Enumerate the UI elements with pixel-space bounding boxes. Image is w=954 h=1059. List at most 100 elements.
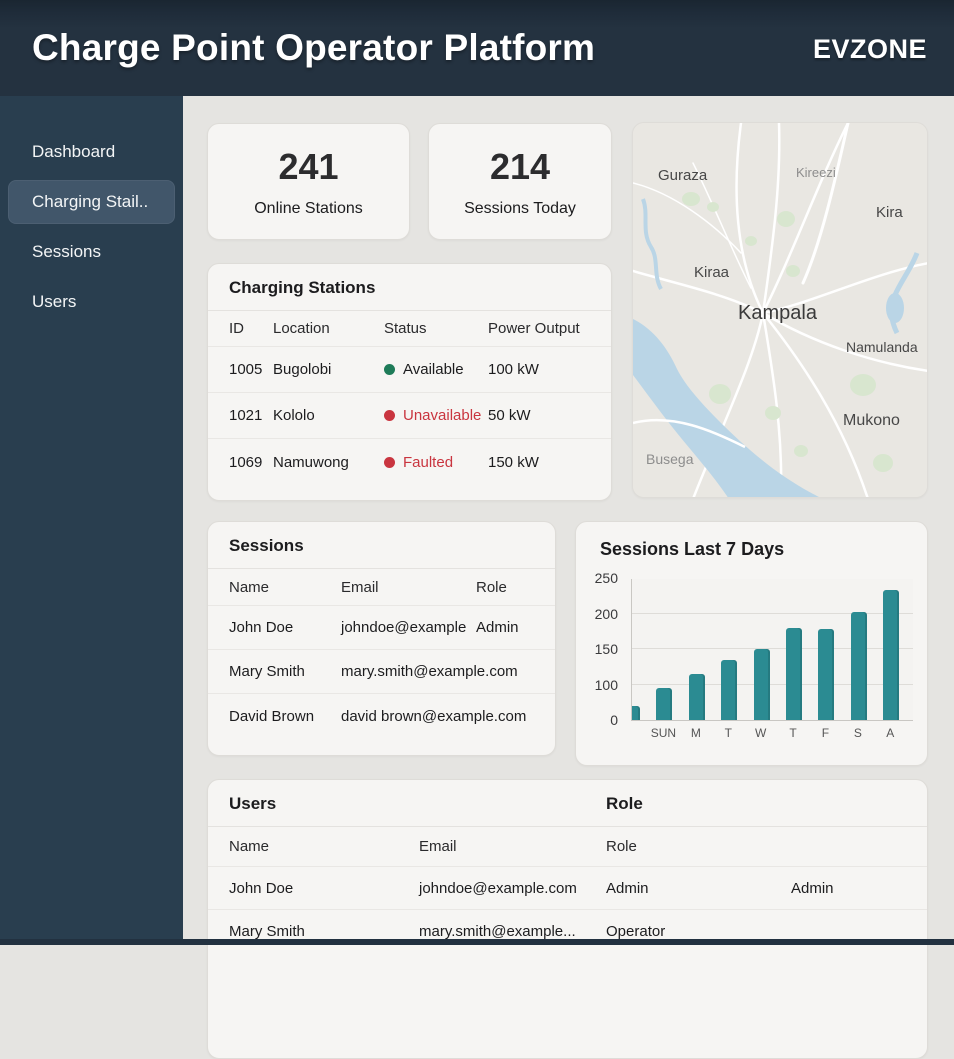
station-row: 1021 Kololo Unavailable 50 kW bbox=[208, 393, 611, 439]
sessions-header-row: Name Email Role bbox=[208, 569, 555, 606]
user-email: johndoe@example.com bbox=[419, 880, 606, 897]
charging-stations-title-row: Charging Stations bbox=[208, 264, 611, 311]
brand-logo: EVZONE bbox=[813, 34, 927, 65]
sessions-title: Sessions bbox=[229, 536, 304, 555]
online-stations-value: 241 bbox=[208, 146, 409, 188]
station-row: 1005 Bugolobi Available 100 kW bbox=[208, 347, 611, 393]
station-id: 1005 bbox=[229, 361, 273, 378]
sessions-card: Sessions Name Email Role John Doe johndo… bbox=[207, 521, 556, 756]
map-label-kiraa: Kiraa bbox=[694, 264, 730, 281]
user-name: Mary Smith bbox=[229, 923, 419, 940]
chart-bar bbox=[631, 706, 640, 720]
map-canvas: Guraza Kireezi Kira Kiraa Kampala Namula… bbox=[633, 123, 928, 498]
user-row: John Doe johndoe@example.com Admin Admin bbox=[208, 867, 927, 910]
map-label-kireezi: Kireezi bbox=[796, 165, 836, 180]
sessions-today-value: 214 bbox=[429, 146, 611, 188]
station-power: 100 kW bbox=[488, 361, 590, 378]
users-title-role: Role bbox=[606, 794, 906, 814]
sessions-today-label: Sessions Today bbox=[429, 200, 611, 218]
station-power: 150 kW bbox=[488, 454, 590, 471]
window-bottom-edge bbox=[0, 939, 954, 945]
chart-bar bbox=[818, 629, 834, 720]
session-row: Mary Smith mary.smith@example.com bbox=[208, 650, 555, 694]
user-role: Operator bbox=[606, 923, 791, 940]
users-title: Users bbox=[229, 794, 606, 814]
status-dot-icon bbox=[384, 410, 395, 421]
station-status: Unavailable bbox=[384, 407, 488, 424]
user-role: Admin bbox=[606, 880, 791, 897]
station-status: Faulted bbox=[384, 454, 488, 471]
page-title: Charge Point Operator Platform bbox=[32, 27, 595, 69]
main-content: 241 Online Stations 214 Sessions Today bbox=[183, 96, 954, 945]
stat-card-sessions-today: 214 Sessions Today bbox=[428, 123, 612, 240]
col-power: Power Output bbox=[488, 320, 590, 337]
col-location: Location bbox=[273, 320, 384, 337]
chart-bar bbox=[883, 590, 899, 720]
user-name: John Doe bbox=[229, 880, 419, 897]
station-location: Namuwong bbox=[273, 454, 384, 471]
stations-header-row: ID Location Status Power Output bbox=[208, 311, 611, 347]
col-email: Email bbox=[419, 838, 606, 855]
session-email: johndoe@example bbox=[341, 619, 476, 636]
users-card: Users Role Name Email Role John Doe john… bbox=[207, 779, 928, 1059]
chart-bar bbox=[689, 674, 705, 720]
session-row: John Doe johndoe@example Admin bbox=[208, 606, 555, 650]
chart-bar bbox=[721, 660, 737, 720]
sessions-title-row: Sessions bbox=[208, 522, 555, 569]
chart-bar bbox=[656, 688, 672, 720]
col-status: Status bbox=[384, 320, 488, 337]
user-row: Mary Smith mary.smith@example... Operato… bbox=[208, 910, 927, 953]
session-name: Mary Smith bbox=[229, 663, 341, 680]
user-email: mary.smith@example... bbox=[419, 923, 606, 940]
sidebar: Dashboard Charging Stail.. Sessions User… bbox=[0, 96, 183, 945]
sidebar-item-users[interactable]: Users bbox=[8, 280, 175, 324]
chart-bar bbox=[786, 628, 802, 720]
station-id: 1069 bbox=[229, 454, 273, 471]
session-name: John Doe bbox=[229, 619, 341, 636]
col-name: Name bbox=[229, 838, 419, 855]
station-status: Available bbox=[384, 361, 488, 378]
status-dot-icon bbox=[384, 457, 395, 468]
col-role: Role bbox=[606, 838, 791, 855]
col-id: ID bbox=[229, 320, 273, 337]
session-role: Admin bbox=[476, 619, 534, 636]
stat-card-online-stations: 241 Online Stations bbox=[207, 123, 410, 240]
chart-bar bbox=[851, 612, 867, 720]
sidebar-item-sessions[interactable]: Sessions bbox=[8, 230, 175, 274]
users-title-row: Users Role bbox=[208, 780, 927, 827]
chart-title: Sessions Last 7 Days bbox=[600, 539, 784, 560]
session-name: David Brown bbox=[229, 708, 341, 725]
app-header: Charge Point Operator Platform EVZONE bbox=[0, 0, 954, 96]
station-id: 1021 bbox=[229, 407, 273, 424]
map-label-guraza: Guraza bbox=[658, 167, 708, 184]
charging-stations-card: Charging Stations ID Location Status Pow… bbox=[207, 263, 612, 501]
col-role: Role bbox=[476, 579, 534, 596]
users-header-row: Name Email Role bbox=[208, 827, 927, 867]
map-label-kira: Kira bbox=[876, 204, 903, 221]
sidebar-item-dashboard[interactable]: Dashboard bbox=[8, 130, 175, 174]
station-location: Kololo bbox=[273, 407, 384, 424]
session-email: mary.smith@example.com bbox=[341, 663, 476, 680]
charging-stations-title: Charging Stations bbox=[229, 278, 375, 297]
map[interactable]: Guraza Kireezi Kira Kiraa Kampala Namula… bbox=[632, 122, 928, 498]
map-label-busega: Busega bbox=[646, 451, 694, 467]
map-label-kampala: Kampala bbox=[738, 302, 818, 324]
session-email: david brown@example.com bbox=[341, 708, 476, 725]
map-label-mukono: Mukono bbox=[843, 412, 900, 429]
online-stations-label: Online Stations bbox=[208, 200, 409, 218]
map-label-namulanda: Namulanda bbox=[846, 339, 918, 355]
session-row: David Brown david brown@example.com bbox=[208, 694, 555, 738]
station-power: 50 kW bbox=[488, 407, 590, 424]
chart-plot-area bbox=[631, 579, 913, 721]
chart-bar bbox=[754, 649, 770, 720]
station-row: 1069 Namuwong Faulted 150 kW bbox=[208, 439, 611, 485]
user-role-2: Admin bbox=[791, 880, 906, 897]
col-email: Email bbox=[341, 579, 476, 596]
sidebar-item-charging-stations[interactable]: Charging Stail.. bbox=[8, 180, 175, 224]
station-location: Bugolobi bbox=[273, 361, 384, 378]
status-dot-icon bbox=[384, 364, 395, 375]
col-name: Name bbox=[229, 579, 341, 596]
